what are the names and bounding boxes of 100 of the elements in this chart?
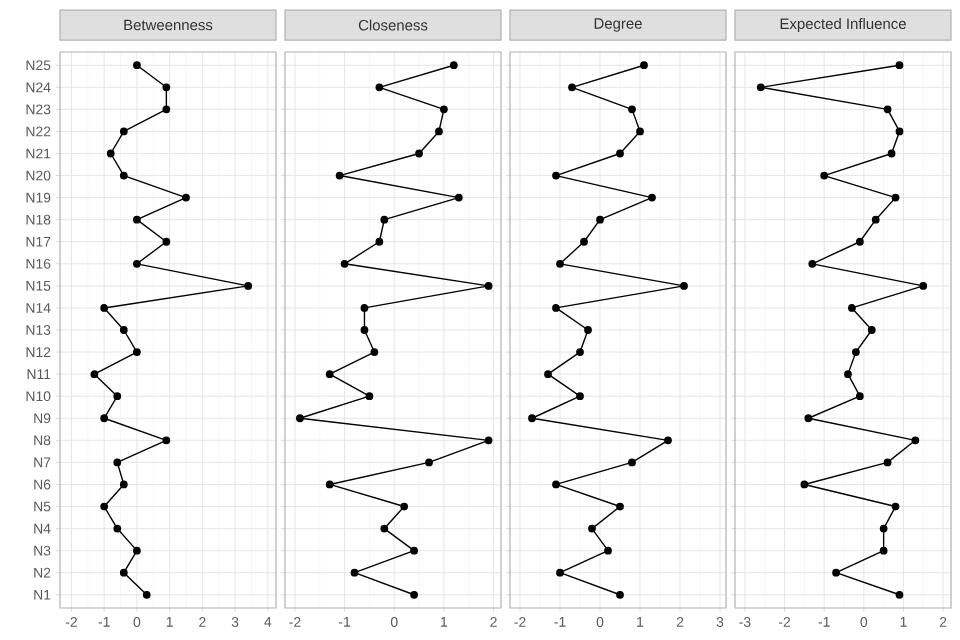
point: [100, 304, 109, 312]
point: [335, 171, 344, 180]
point: [119, 326, 128, 334]
point: [350, 568, 359, 577]
point: [664, 436, 672, 445]
point: [325, 480, 334, 489]
point: [568, 83, 576, 92]
point: [584, 326, 592, 334]
point: [244, 281, 253, 290]
point: [370, 348, 379, 356]
point: [616, 590, 624, 599]
point: [410, 546, 418, 555]
point: [380, 524, 389, 533]
point: [628, 105, 636, 114]
point: [552, 304, 560, 312]
point: [919, 281, 928, 290]
point: [400, 502, 409, 511]
point: [588, 524, 596, 533]
point: [142, 590, 151, 599]
point: [887, 149, 896, 158]
point: [848, 304, 856, 312]
point: [552, 171, 560, 180]
point: [484, 436, 493, 445]
point: [891, 502, 900, 511]
point: [162, 237, 171, 246]
point: [375, 237, 384, 246]
point: [871, 215, 880, 224]
point: [133, 546, 141, 555]
point: [162, 83, 171, 92]
point: [544, 370, 552, 379]
point: [113, 458, 122, 467]
point: [528, 414, 536, 423]
point: [365, 392, 374, 401]
point: [879, 546, 888, 555]
point: [484, 281, 493, 290]
point: [855, 237, 864, 246]
point: [891, 193, 900, 202]
point: [380, 215, 389, 224]
point: [616, 502, 624, 511]
point: [100, 502, 109, 511]
point: [106, 149, 115, 158]
point: [133, 259, 141, 268]
point: [640, 61, 648, 70]
point: [325, 370, 334, 379]
point: [449, 61, 458, 70]
point: [895, 590, 904, 599]
point: [808, 259, 817, 268]
point: [855, 392, 864, 401]
point: [375, 83, 384, 92]
point: [883, 105, 892, 114]
point: [113, 392, 122, 401]
point: [133, 348, 141, 356]
point: [440, 105, 448, 114]
point: [162, 105, 171, 114]
point: [895, 127, 904, 136]
point: [119, 568, 128, 577]
point: [804, 414, 813, 423]
point: [883, 458, 892, 467]
point: [360, 326, 369, 334]
point: [576, 392, 584, 401]
point: [879, 524, 888, 533]
point: [820, 171, 829, 180]
point: [911, 436, 920, 445]
point: [133, 215, 141, 224]
point: [133, 61, 141, 70]
point: [556, 259, 564, 268]
point: [800, 480, 809, 489]
point: [415, 149, 423, 158]
point: [648, 193, 656, 202]
point: [756, 83, 765, 92]
point: [852, 348, 860, 356]
point: [604, 546, 612, 555]
point: [162, 436, 171, 445]
point: [636, 127, 644, 136]
point: [296, 414, 304, 423]
point: [552, 480, 560, 489]
point: [100, 414, 109, 423]
point: [425, 458, 433, 467]
point: [596, 215, 604, 224]
point: [410, 590, 418, 599]
point: [832, 568, 840, 577]
point: [119, 127, 128, 136]
point: [680, 281, 688, 290]
point: [867, 326, 876, 334]
point: [90, 370, 99, 379]
point: [895, 61, 904, 70]
point: [182, 193, 190, 202]
point: [454, 193, 463, 202]
point: [844, 370, 852, 379]
point: [556, 568, 564, 577]
point: [580, 237, 588, 246]
point: [360, 304, 369, 312]
point: [119, 171, 128, 180]
point: [340, 259, 349, 268]
point: [628, 458, 636, 467]
point: [576, 348, 584, 356]
point: [435, 127, 443, 136]
point: [616, 149, 624, 158]
point: [119, 480, 128, 489]
point: [113, 524, 122, 533]
